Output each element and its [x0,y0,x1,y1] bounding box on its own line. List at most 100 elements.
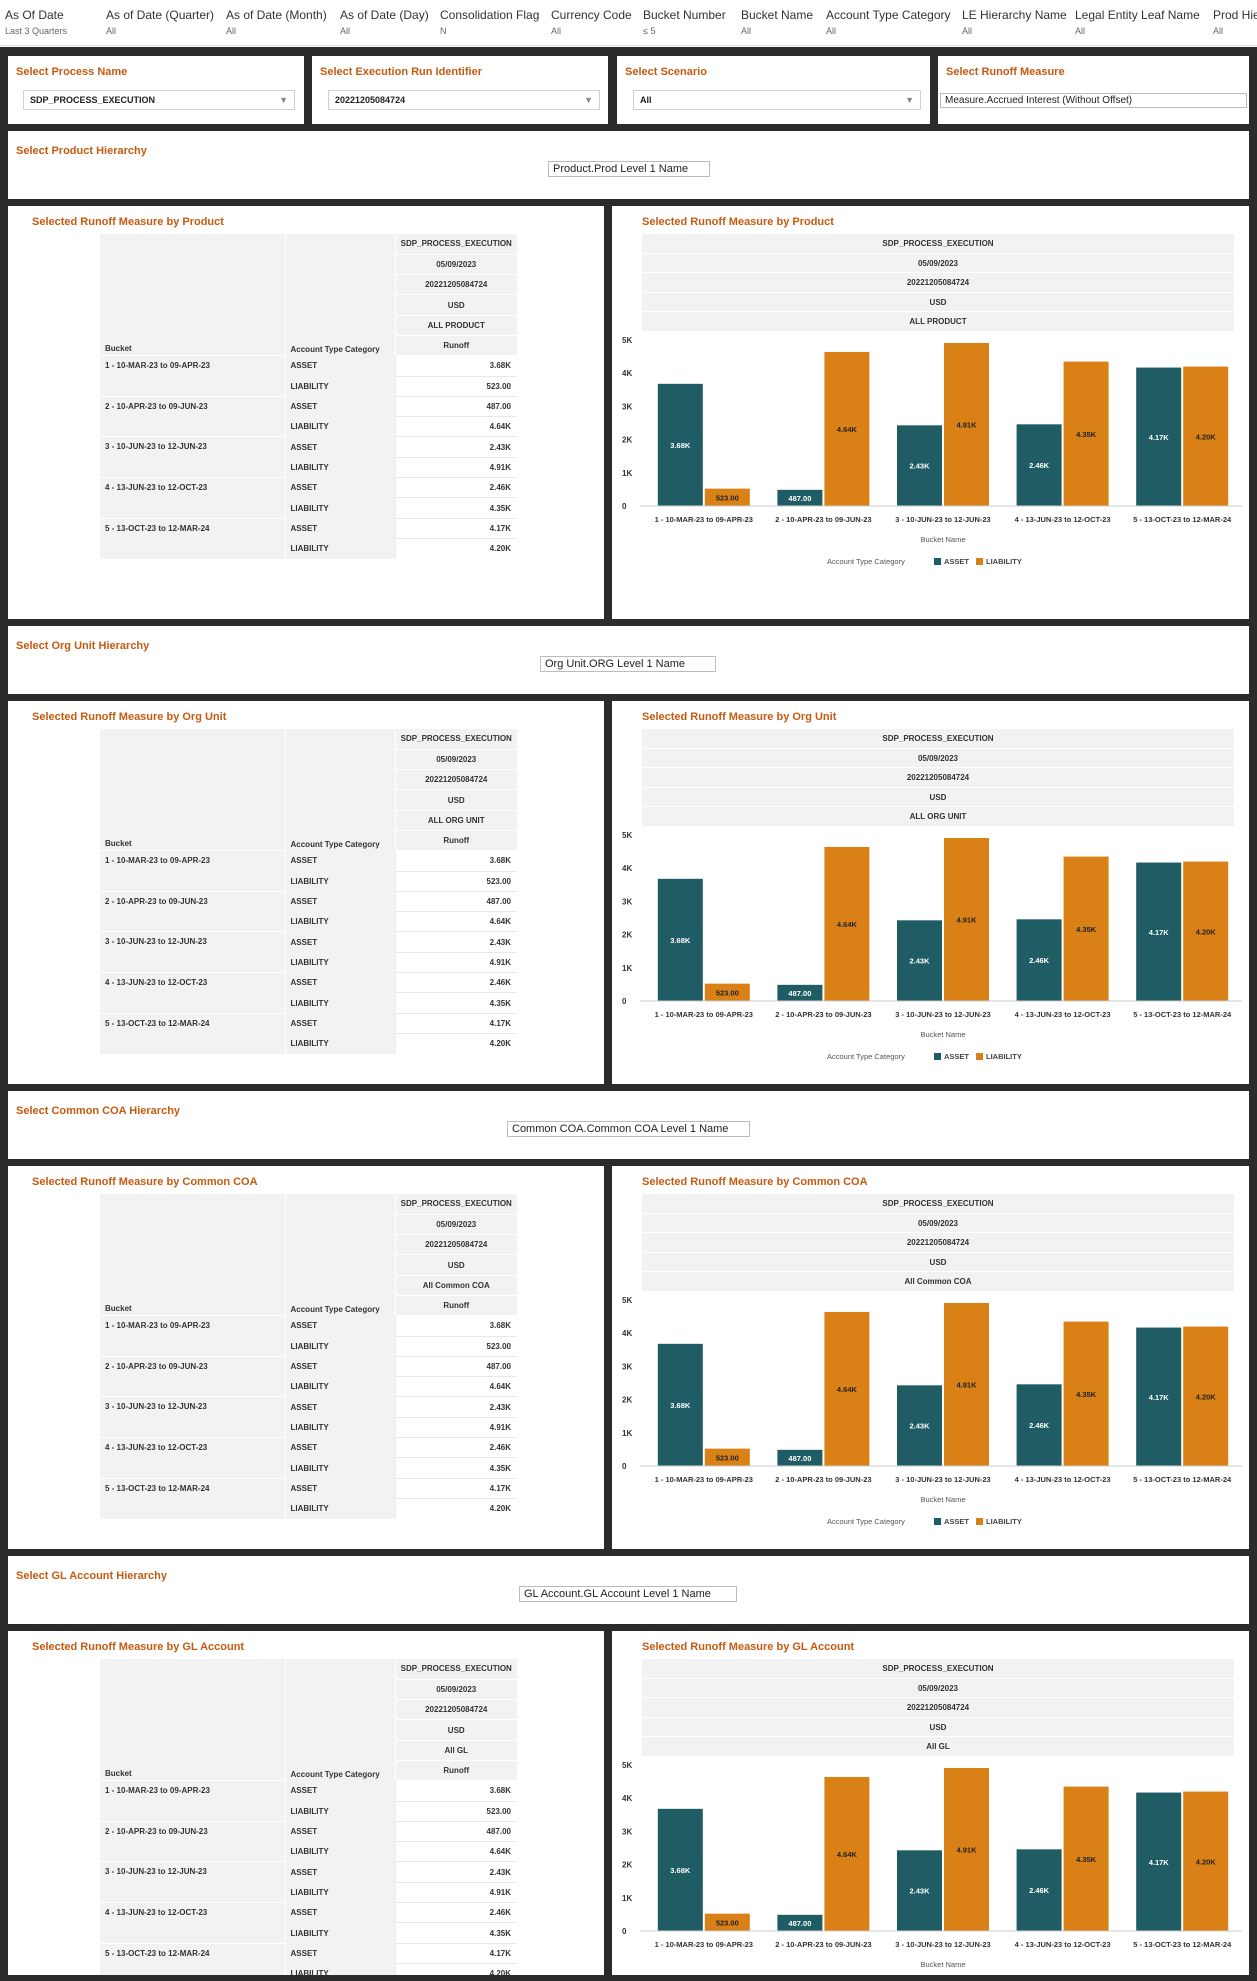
x-axis-label: Bucket Name [920,1030,965,1039]
bar-liability[interactable] [824,1776,870,1931]
column-header: 05/09/2023 [394,749,517,771]
legend-title: Account Type Category [827,557,905,566]
runoff-value-cell: 487.00 [394,890,517,912]
hierarchy-selector-panel: Select Common COA Hierarchy Common COA.Co… [8,1091,1249,1159]
account-type-cell: LIABILITY [284,1801,395,1822]
account-type-cell: LIABILITY [284,497,395,519]
runoff-header: Runoff [394,335,517,357]
filter-3[interactable]: As of Date (Day) All [340,8,429,36]
bar-asset[interactable] [777,1449,823,1466]
bar-asset[interactable] [1016,1384,1062,1466]
bar-liability[interactable] [704,1913,750,1931]
x-tick-label: 5 - 13-OCT-23 to 12-MAR-24 [1133,1010,1232,1019]
bar-liability[interactable] [944,1767,989,1931]
run-dropdown[interactable]: 20221205084724 ▼ [328,90,600,110]
bar-liability[interactable] [704,488,750,506]
legend-item[interactable]: LIABILITY [986,1052,1022,1061]
bar-liability[interactable] [824,1311,870,1466]
bar-liability[interactable] [944,1302,989,1466]
hierarchy-input[interactable]: Common COA.Common COA Level 1 Name [507,1121,750,1137]
filter-10[interactable]: Legal Entity Leaf Name All [1075,8,1200,36]
bar-liability[interactable] [1183,366,1229,506]
bar-asset[interactable] [777,984,823,1001]
table-row: 2 - 10-APR-23 to 09-JUN-23 ASSET 487.00 [100,395,517,437]
bar-asset[interactable] [897,1385,942,1466]
runoff-chart-panel: Selected Runoff Measure by GL Account SDP… [612,1631,1249,1975]
hierarchy-input[interactable]: GL Account.GL Account Level 1 Name [519,1586,737,1602]
bar-data-label: 2.43K [909,1422,930,1431]
runoff-value-cell: 487.00 [394,395,517,417]
legend-item[interactable]: ASSET [944,1517,969,1526]
filter-6[interactable]: Bucket Number ≤ 5 [643,8,726,36]
bar-liability[interactable] [1063,1786,1109,1931]
bar-liability[interactable] [704,1448,750,1466]
legend-item[interactable]: LIABILITY [986,557,1022,566]
x-tick-label: 2 - 10-APR-23 to 09-JUN-23 [775,1940,871,1949]
bar-liability[interactable] [1063,361,1109,506]
table-row: 1 - 10-MAR-23 to 09-APR-23 ASSET 3.68K [100,850,517,892]
dashboard-canvas: Select Process Name SDP_PROCESS_EXECUTIO… [0,47,1257,1981]
bar-asset[interactable] [1136,1327,1182,1466]
filter-2[interactable]: As of Date (Month) All [226,8,327,36]
hierarchy-selector-title: Select Product Hierarchy [16,145,147,157]
table-row: LIABILITY 4.35K [100,992,517,1014]
bar-asset[interactable] [1016,424,1062,506]
process-dropdown[interactable]: SDP_PROCESS_EXECUTION ▼ [23,90,295,110]
bar-liability[interactable] [704,983,750,1001]
table-row: 2 - 10-APR-23 to 09-JUN-23 ASSET 487.00 [100,1355,517,1397]
bar-liability[interactable] [824,351,870,506]
bar-asset[interactable] [657,1343,703,1466]
bar-liability[interactable] [944,837,989,1001]
bar-asset[interactable] [657,383,703,506]
filter-4[interactable]: Consolidation Flag N [440,8,539,36]
scenario-dropdown[interactable]: All ▼ [633,90,921,110]
filter-value: All [1075,26,1086,36]
filter-0[interactable]: As Of Date Last 3 Quarters [5,8,67,36]
bar-liability[interactable] [1183,861,1229,1001]
legend-item[interactable]: ASSET [944,557,969,566]
bar-liability[interactable] [944,342,989,506]
y-tick-label: 4K [622,1794,632,1803]
table-row: 3 - 10-JUN-23 to 12-JUN-23 ASSET 2.43K [100,931,517,973]
bar-asset[interactable] [1016,1849,1062,1931]
bar-asset[interactable] [777,1914,823,1931]
bar-asset[interactable] [1136,862,1182,1001]
bar-asset[interactable] [897,920,942,1001]
bar-asset[interactable] [777,489,823,506]
y-tick-label: 2K [622,1396,632,1405]
bar-liability[interactable] [824,846,870,1001]
y-tick-label: 0 [622,1927,627,1936]
legend-item[interactable]: LIABILITY [986,1517,1022,1526]
y-tick-label: 1K [622,469,632,478]
runoff-value-cell: 523.00 [394,870,517,892]
bar-asset[interactable] [1016,919,1062,1001]
bar-asset[interactable] [1136,1792,1182,1931]
filter-9[interactable]: LE Hierarchy Name All [962,8,1067,36]
bar-asset[interactable] [897,425,942,506]
filter-7[interactable]: Bucket Name All [741,8,813,36]
bar-asset[interactable] [657,878,703,1001]
bar-liability[interactable] [1063,856,1109,1001]
hierarchy-input[interactable]: Product.Prod Level 1 Name [548,161,710,177]
runoff-bar-chart: 0 1K 2K 3K 4K 5K 3.68K 523.00 1 - 10-MAR-23 to 0… [622,336,1242,566]
filter-11[interactable]: Prod Hie All [1213,8,1257,36]
bar-liability[interactable] [1063,1321,1109,1466]
account-type-cell: ASSET [284,1821,395,1842]
bar-asset[interactable] [897,1850,942,1931]
runoff-value-cell: 4.20K [394,1962,517,1975]
bar-asset[interactable] [657,1808,703,1931]
bar-liability[interactable] [1183,1326,1229,1466]
table-row: 3 - 10-JUN-23 to 12-JUN-23 ASSET 2.43K [100,1396,517,1438]
bar-asset[interactable] [1136,367,1182,506]
bar-liability[interactable] [1183,1791,1229,1931]
table-row: LIABILITY 4.91K [100,456,517,478]
filter-1[interactable]: As of Date (Quarter) All [106,8,214,36]
filter-8[interactable]: Account Type Category All [826,8,951,36]
table-row: 2 - 10-APR-23 to 09-JUN-23 ASSET 487.00 [100,890,517,932]
x-tick-label: 3 - 10-JUN-23 to 12-JUN-23 [895,515,990,524]
hierarchy-input[interactable]: Org Unit.ORG Level 1 Name [540,656,716,672]
filter-5[interactable]: Currency Code All [551,8,632,36]
measure-input[interactable]: Measure.Accrued Interest (Without Offset… [940,93,1247,108]
column-header: 20221205084724 [394,1234,517,1256]
legend-item[interactable]: ASSET [944,1052,969,1061]
